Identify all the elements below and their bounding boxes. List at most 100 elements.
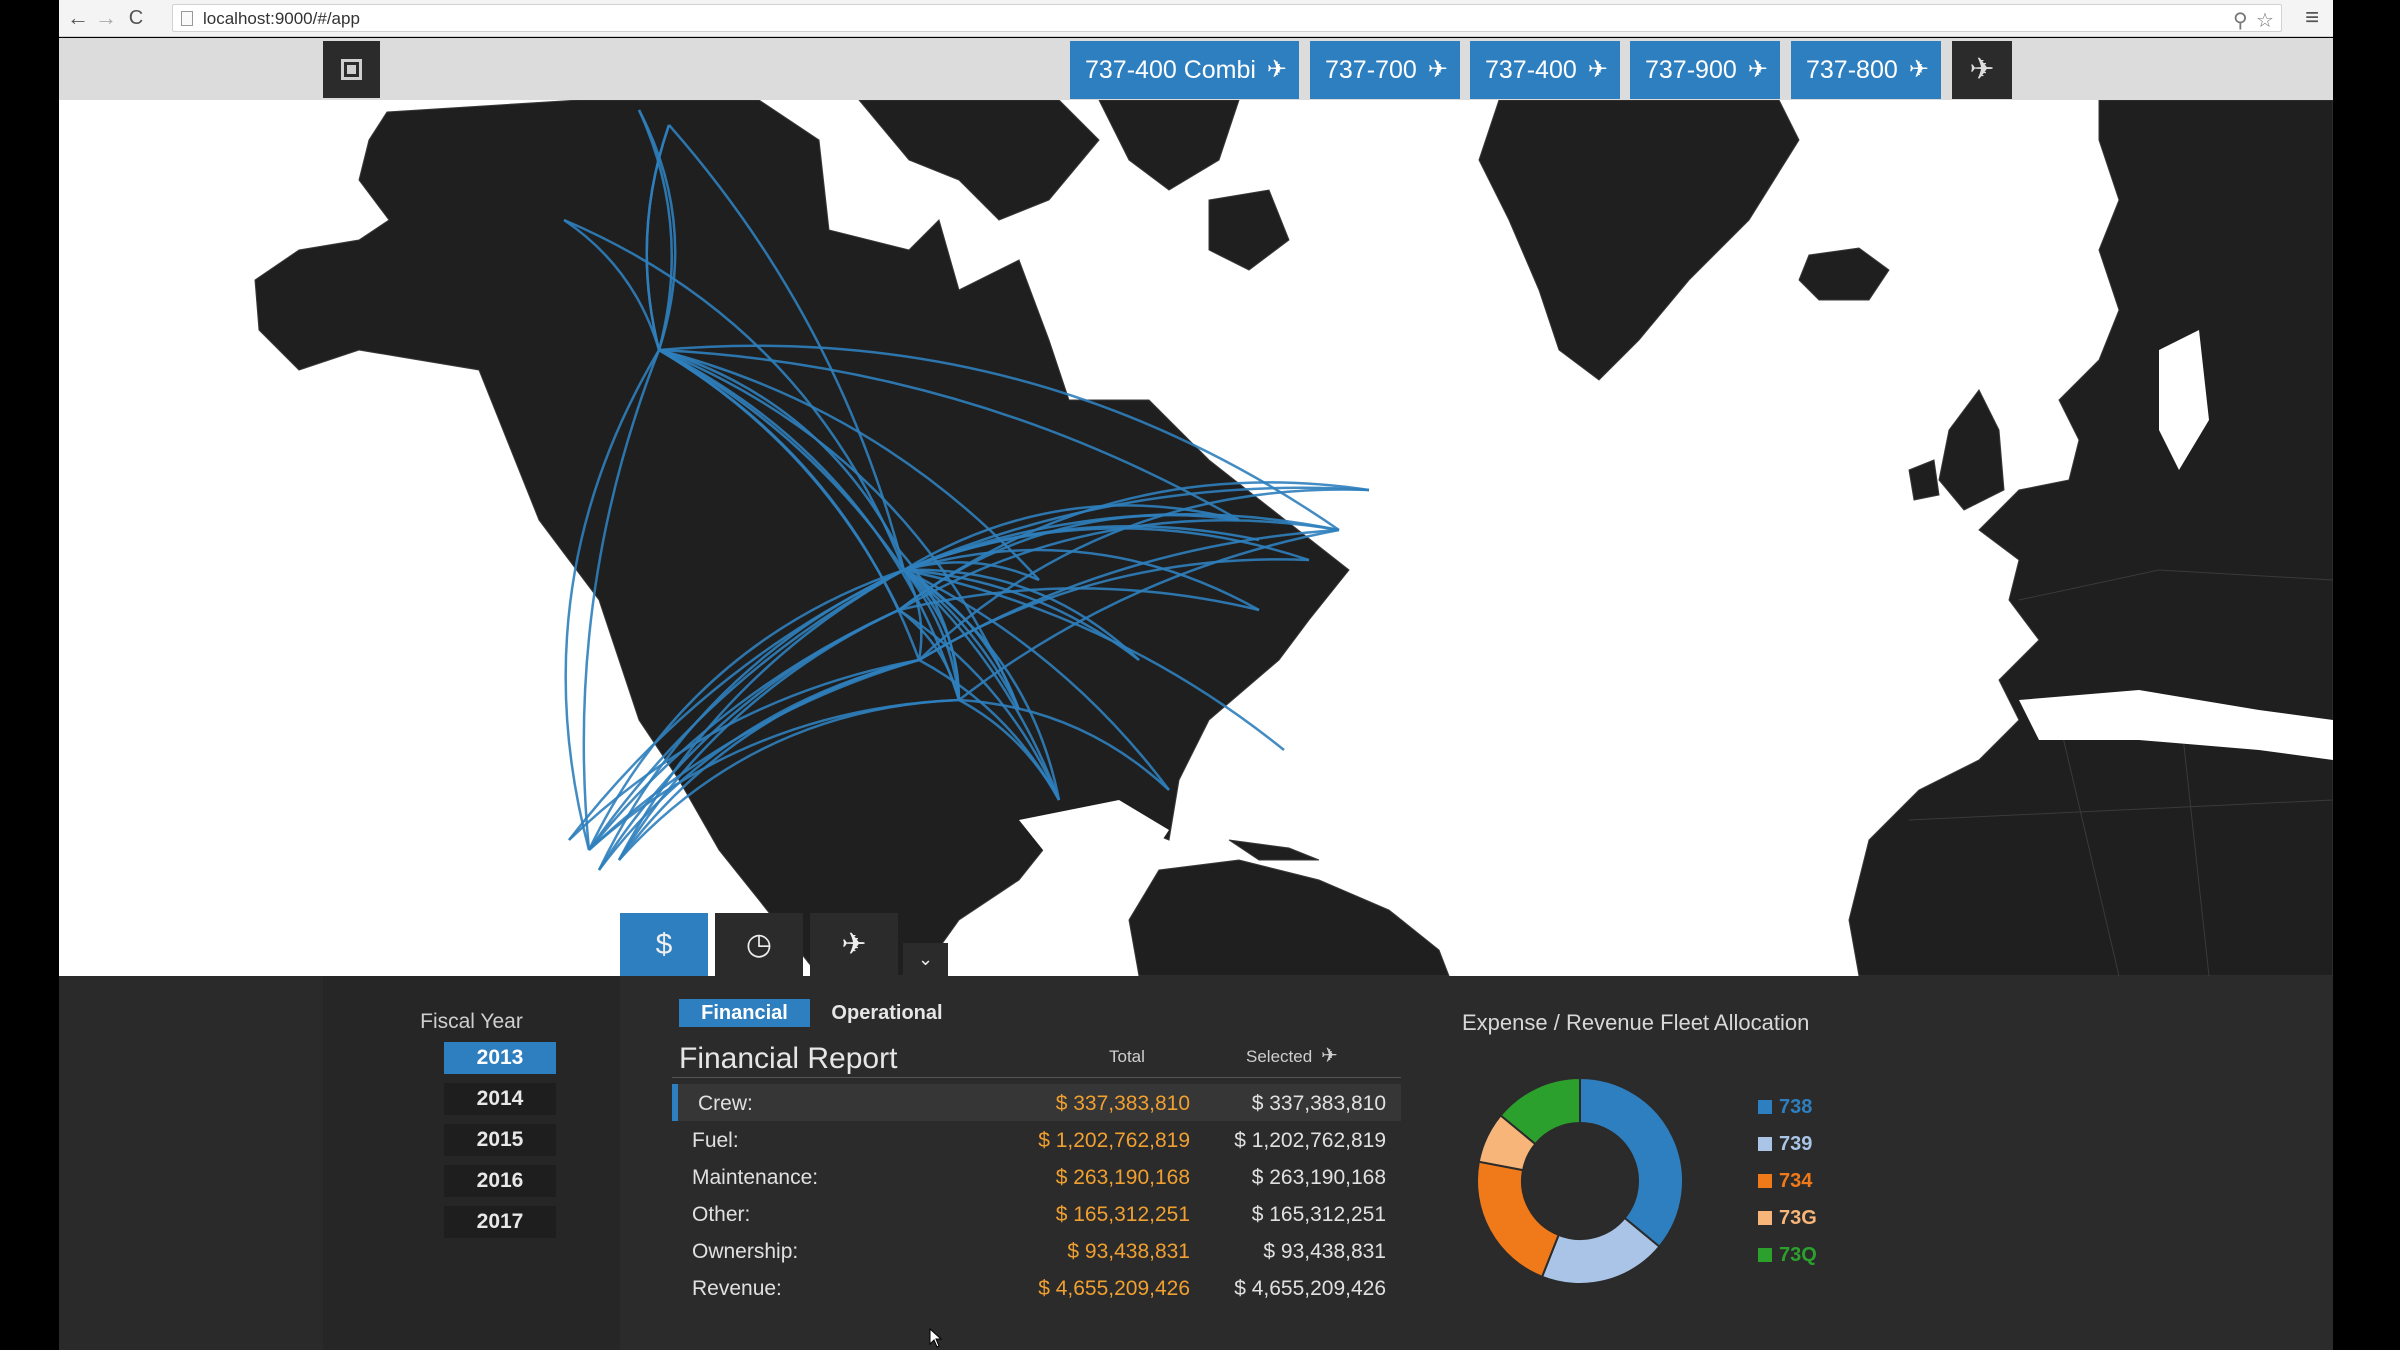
fleet-allocation-donut[interactable] (1475, 1076, 1685, 1286)
route-anc-yvr[interactable] (658, 348, 901, 551)
legend-label: 739 (1779, 1133, 1813, 1155)
filter-tab-737-800[interactable]: 737-800 ✈ (1791, 41, 1941, 99)
panel-toggle-button[interactable] (323, 41, 380, 98)
route-map[interactable] (59, 100, 2333, 976)
route-sea-cun[interactable] (903, 568, 1171, 791)
row-total: $ 165,312,251 (1055, 1203, 1190, 1226)
fiscal-year-2013[interactable]: 2013 (444, 1042, 556, 1074)
donut-slice-734[interactable] (1476, 1160, 1560, 1279)
route-lax-ogg[interactable] (618, 698, 960, 861)
reload-button[interactable]: C (123, 5, 149, 31)
browser-menu-button[interactable]: ≡ (2299, 5, 2325, 31)
fiscal-year-2014[interactable]: 2014 (444, 1083, 556, 1115)
donut-slice-738[interactable] (1579, 1076, 1684, 1249)
route-brw-anc[interactable] (637, 109, 673, 351)
route-nome-sea[interactable] (563, 218, 906, 571)
row-selected: $ 93,438,831 (1263, 1240, 1386, 1263)
remove-filter-plane-icon[interactable]: ✈ (1587, 56, 1608, 83)
financial-mode-button[interactable]: $ (620, 913, 708, 976)
report-row-fuel[interactable]: Fuel: $ 1,202,762,819 $ 1,202,762,819 (672, 1121, 1401, 1158)
legend-label: 73G (1779, 1207, 1817, 1229)
remove-filter-plane-icon[interactable]: ✈ (1908, 56, 1929, 83)
route-sea-dfw[interactable] (903, 568, 1140, 661)
route-sfo-lih[interactable] (568, 658, 920, 841)
route-sea-sfo[interactable] (902, 569, 923, 661)
total-column-header: Total (1109, 1047, 1145, 1066)
fiscal-year-2015[interactable]: 2015 (444, 1124, 556, 1156)
row-selected: $ 165,312,251 (1251, 1203, 1386, 1226)
allocation-title: Expense / Revenue Fleet Allocation (1462, 1010, 1810, 1035)
route-anc-sfo[interactable] (658, 348, 921, 661)
remove-filter-plane-icon[interactable]: ✈ (1747, 56, 1768, 83)
report-row-other[interactable]: Other: $ 165,312,251 $ 165,312,251 (672, 1195, 1401, 1232)
fiscal-year-2017[interactable]: 2017 (444, 1206, 556, 1238)
route-lax-cun[interactable] (958, 698, 1170, 791)
route-anc-brw[interactable] (637, 109, 677, 351)
route-pdx-nyc[interactable] (898, 519, 1340, 612)
clear-filters-button[interactable]: ✈ (1952, 41, 2012, 99)
route-anc-chi[interactable] (658, 348, 1240, 522)
route-sfo-ogg[interactable] (617, 658, 920, 861)
bookmark-star-icon[interactable]: ☆ (2256, 10, 2274, 32)
hamburger-icon: ≡ (2304, 4, 2319, 31)
filter-tab-737-700[interactable]: 737-700 ✈ (1310, 41, 1460, 99)
report-row-revenue[interactable]: Revenue: $ 4,655,209,426 $ 4,655,209,426 (672, 1269, 1401, 1306)
legend-label: 734 (1779, 1170, 1813, 1192)
route-sfo-dca[interactable] (918, 558, 1310, 662)
route-sea-bos[interactable] (903, 486, 1370, 572)
route-lax-mex[interactable] (958, 698, 1061, 801)
route-pdx-chi[interactable] (898, 513, 1240, 611)
tab-operational[interactable]: Operational (831, 1002, 943, 1024)
forward-button[interactable]: → (93, 5, 119, 31)
plane-icon: ✈ (841, 928, 867, 961)
filter-label: 737-700 (1325, 56, 1417, 84)
report-row-crew[interactable]: Crew: $ 337,383,810 $ 337,383,810 (672, 1084, 1401, 1121)
panel-icon (341, 59, 362, 80)
route-sfo-bos[interactable] (918, 488, 1370, 661)
route-sea-atl[interactable] (903, 548, 1260, 612)
mode-dropdown-button[interactable]: ⌄ (903, 943, 948, 976)
route-sea-hnl[interactable] (587, 568, 905, 851)
filter-tab-737-400-combi[interactable]: 737-400 Combi ✈ (1070, 41, 1299, 99)
route-hnl-anc[interactable] (564, 349, 661, 851)
donut-slice-73q[interactable] (1499, 1076, 1581, 1146)
time-mode-button[interactable]: ◷ (715, 913, 803, 976)
route-anc-nyc[interactable] (658, 344, 1340, 532)
row-selected: $ 263,190,168 (1251, 1166, 1386, 1189)
remove-filter-plane-icon[interactable]: ✈ (1266, 56, 1287, 83)
row-label: Maintenance: (692, 1166, 819, 1189)
route-pdx-mex[interactable] (898, 608, 1061, 801)
route-anc-hnl[interactable] (582, 349, 661, 851)
fleet-mode-button[interactable]: ✈ (810, 913, 898, 976)
report-row-ownership[interactable]: Ownership: $ 93,438,831 $ 93,438,831 (672, 1232, 1401, 1269)
row-selected: $ 4,655,209,426 (1234, 1277, 1386, 1300)
route-yvr-lax[interactable] (898, 549, 961, 701)
row-total: $ 337,383,810 (1055, 1092, 1190, 1115)
filter-tab-737-400[interactable]: 737-400 ✈ (1470, 41, 1620, 99)
route-fbk-anc[interactable] (645, 124, 671, 351)
report-row-maintenance[interactable]: Maintenance: $ 263,190,168 $ 263,190,168 (672, 1158, 1401, 1195)
route-lax-nyc[interactable] (958, 528, 1340, 701)
route-anc-nome[interactable] (563, 218, 661, 351)
selected-column-header: Selected (1246, 1047, 1313, 1066)
flight-routes (563, 109, 1370, 871)
zoom-icon[interactable]: ⚲ (2233, 10, 2248, 32)
route-pdx-kona[interactable] (597, 608, 900, 871)
address-bar[interactable]: localhost:9000/#/app ⚲ ☆ (172, 4, 2282, 32)
back-arrow-icon: ← (67, 5, 89, 30)
mouse-cursor-icon (929, 1328, 943, 1348)
hudson-bay (1199, 300, 1329, 460)
fiscal-year-2016[interactable]: 2016 (444, 1165, 556, 1197)
filter-label: 737-900 (1645, 56, 1737, 84)
row-total: $ 93,438,831 (1067, 1240, 1190, 1263)
filter-tab-737-900[interactable]: 737-900 ✈ (1630, 41, 1780, 99)
back-button[interactable]: ← (65, 5, 91, 31)
remove-filter-plane-icon[interactable]: ✈ (1427, 56, 1448, 83)
arctic-islands (858, 100, 1100, 221)
selected-clear-plane-icon[interactable]: ✈ (1321, 1045, 1338, 1067)
route-fbk-sea[interactable] (668, 124, 906, 571)
route-sea-ord[interactable] (903, 525, 1260, 572)
app-toolbar: 737-400 Combi ✈ 737-700 ✈ 737-400 ✈ 737-… (59, 38, 2333, 100)
tab-financial[interactable]: Financial (679, 999, 810, 1027)
route-sea-chi[interactable] (903, 504, 1240, 572)
